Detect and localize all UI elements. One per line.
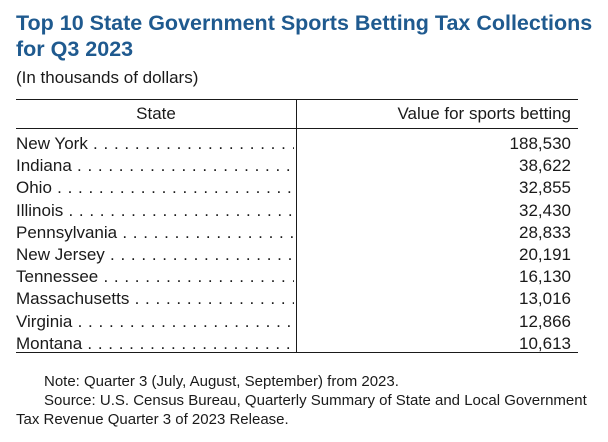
table-row: Illinois . . . . . . . . . . . . . . . .… — [16, 200, 578, 222]
state-name: Pennsylvania — [16, 222, 118, 242]
leader-dots: . . . . . . . . . . . . . . . . . . . . … — [77, 311, 294, 331]
state-cell: Indiana . . . . . . . . . . . . . . . . … — [16, 155, 294, 177]
value-cell: 12,866 — [519, 311, 571, 331]
table-row: Tennessee . . . . . . . . . . . . . . . … — [16, 266, 578, 288]
state-name: Virginia — [16, 311, 73, 331]
state-name: Tennessee — [16, 267, 99, 287]
leader-dots: . . . . . . . . . . . . . . . . . . . . … — [103, 267, 294, 287]
value-cell: 32,855 — [519, 178, 571, 198]
state-name: New Jersey — [16, 244, 105, 264]
leader-dots: . . . . . . . . . . . . . . . . . . . . … — [87, 333, 294, 353]
value-cell: 188,530 — [509, 134, 571, 153]
state-name: Illinois — [16, 200, 64, 220]
column-divider — [296, 99, 297, 353]
table-row: New Jersey . . . . . . . . . . . . . . .… — [16, 244, 578, 266]
table-row: Indiana . . . . . . . . . . . . . . . . … — [16, 155, 578, 177]
value-cell: 16,130 — [519, 267, 571, 287]
table-row: Montana . . . . . . . . . . . . . . . . … — [16, 333, 578, 355]
table-row: Virginia . . . . . . . . . . . . . . . .… — [16, 311, 578, 333]
state-name: Montana — [16, 333, 83, 353]
leader-dots: . . . . . . . . . . . . . . . . . . . . … — [77, 156, 294, 176]
table-bottom-rule — [16, 352, 578, 353]
page-title: Top 10 State Government Sports Betting T… — [16, 11, 593, 61]
footnotes: Note: Quarter 3 (July, August, September… — [16, 372, 596, 429]
state-name: Ohio — [16, 178, 52, 198]
leader-dots: . . . . . . . . . . . . . . . . . . . . … — [134, 289, 294, 309]
value-cell: 13,016 — [519, 289, 571, 309]
table-body: New York . . . . . . . . . . . . . . . .… — [16, 133, 578, 355]
value-cell: 10,613 — [519, 333, 571, 353]
value-cell: 32,430 — [519, 200, 571, 220]
state-cell: Virginia . . . . . . . . . . . . . . . .… — [16, 311, 294, 333]
state-cell: Illinois . . . . . . . . . . . . . . . .… — [16, 200, 294, 222]
state-name: Massachusetts — [16, 289, 130, 309]
column-header-value: Value for sports betting — [397, 104, 571, 123]
column-header-state: State — [136, 104, 176, 123]
state-cell: Tennessee . . . . . . . . . . . . . . . … — [16, 266, 294, 288]
leader-dots: . . . . . . . . . . . . . . . . . . . . … — [110, 244, 294, 264]
value-cell: 38,622 — [519, 156, 571, 176]
value-cell: 28,833 — [519, 222, 571, 242]
leader-dots: . . . . . . . . . . . . . . . . . . . . … — [93, 134, 294, 153]
state-cell: New York . . . . . . . . . . . . . . . .… — [16, 133, 294, 155]
leader-dots: . . . . . . . . . . . . . . . . . . . . … — [57, 178, 294, 198]
page-subtitle: (In thousands of dollars) — [16, 68, 199, 87]
state-name: Indiana — [16, 156, 72, 176]
state-cell: Ohio . . . . . . . . . . . . . . . . . .… — [16, 177, 294, 199]
table-top-rule — [16, 99, 578, 100]
state-cell: New Jersey . . . . . . . . . . . . . . .… — [16, 244, 294, 266]
source-text: Source: U.S. Census Bureau, Quarterly Su… — [16, 392, 587, 428]
table-header-rule — [16, 128, 578, 129]
state-cell: Montana . . . . . . . . . . . . . . . . … — [16, 333, 294, 355]
table-row: Pennsylvania . . . . . . . . . . . . . .… — [16, 222, 578, 244]
table-row: New York . . . . . . . . . . . . . . . .… — [16, 133, 578, 155]
state-cell: Massachusetts . . . . . . . . . . . . . … — [16, 288, 294, 310]
state-cell: Pennsylvania . . . . . . . . . . . . . .… — [16, 222, 294, 244]
value-cell: 20,191 — [519, 244, 571, 264]
leader-dots: . . . . . . . . . . . . . . . . . . . . … — [68, 200, 294, 220]
state-name: New York — [16, 134, 88, 153]
leader-dots: . . . . . . . . . . . . . . . . . . . . … — [122, 222, 294, 242]
note-text: Note: Quarter 3 (July, August, September… — [44, 373, 399, 390]
table-row: Massachusetts . . . . . . . . . . . . . … — [16, 288, 578, 310]
table-row: Ohio . . . . . . . . . . . . . . . . . .… — [16, 177, 578, 199]
